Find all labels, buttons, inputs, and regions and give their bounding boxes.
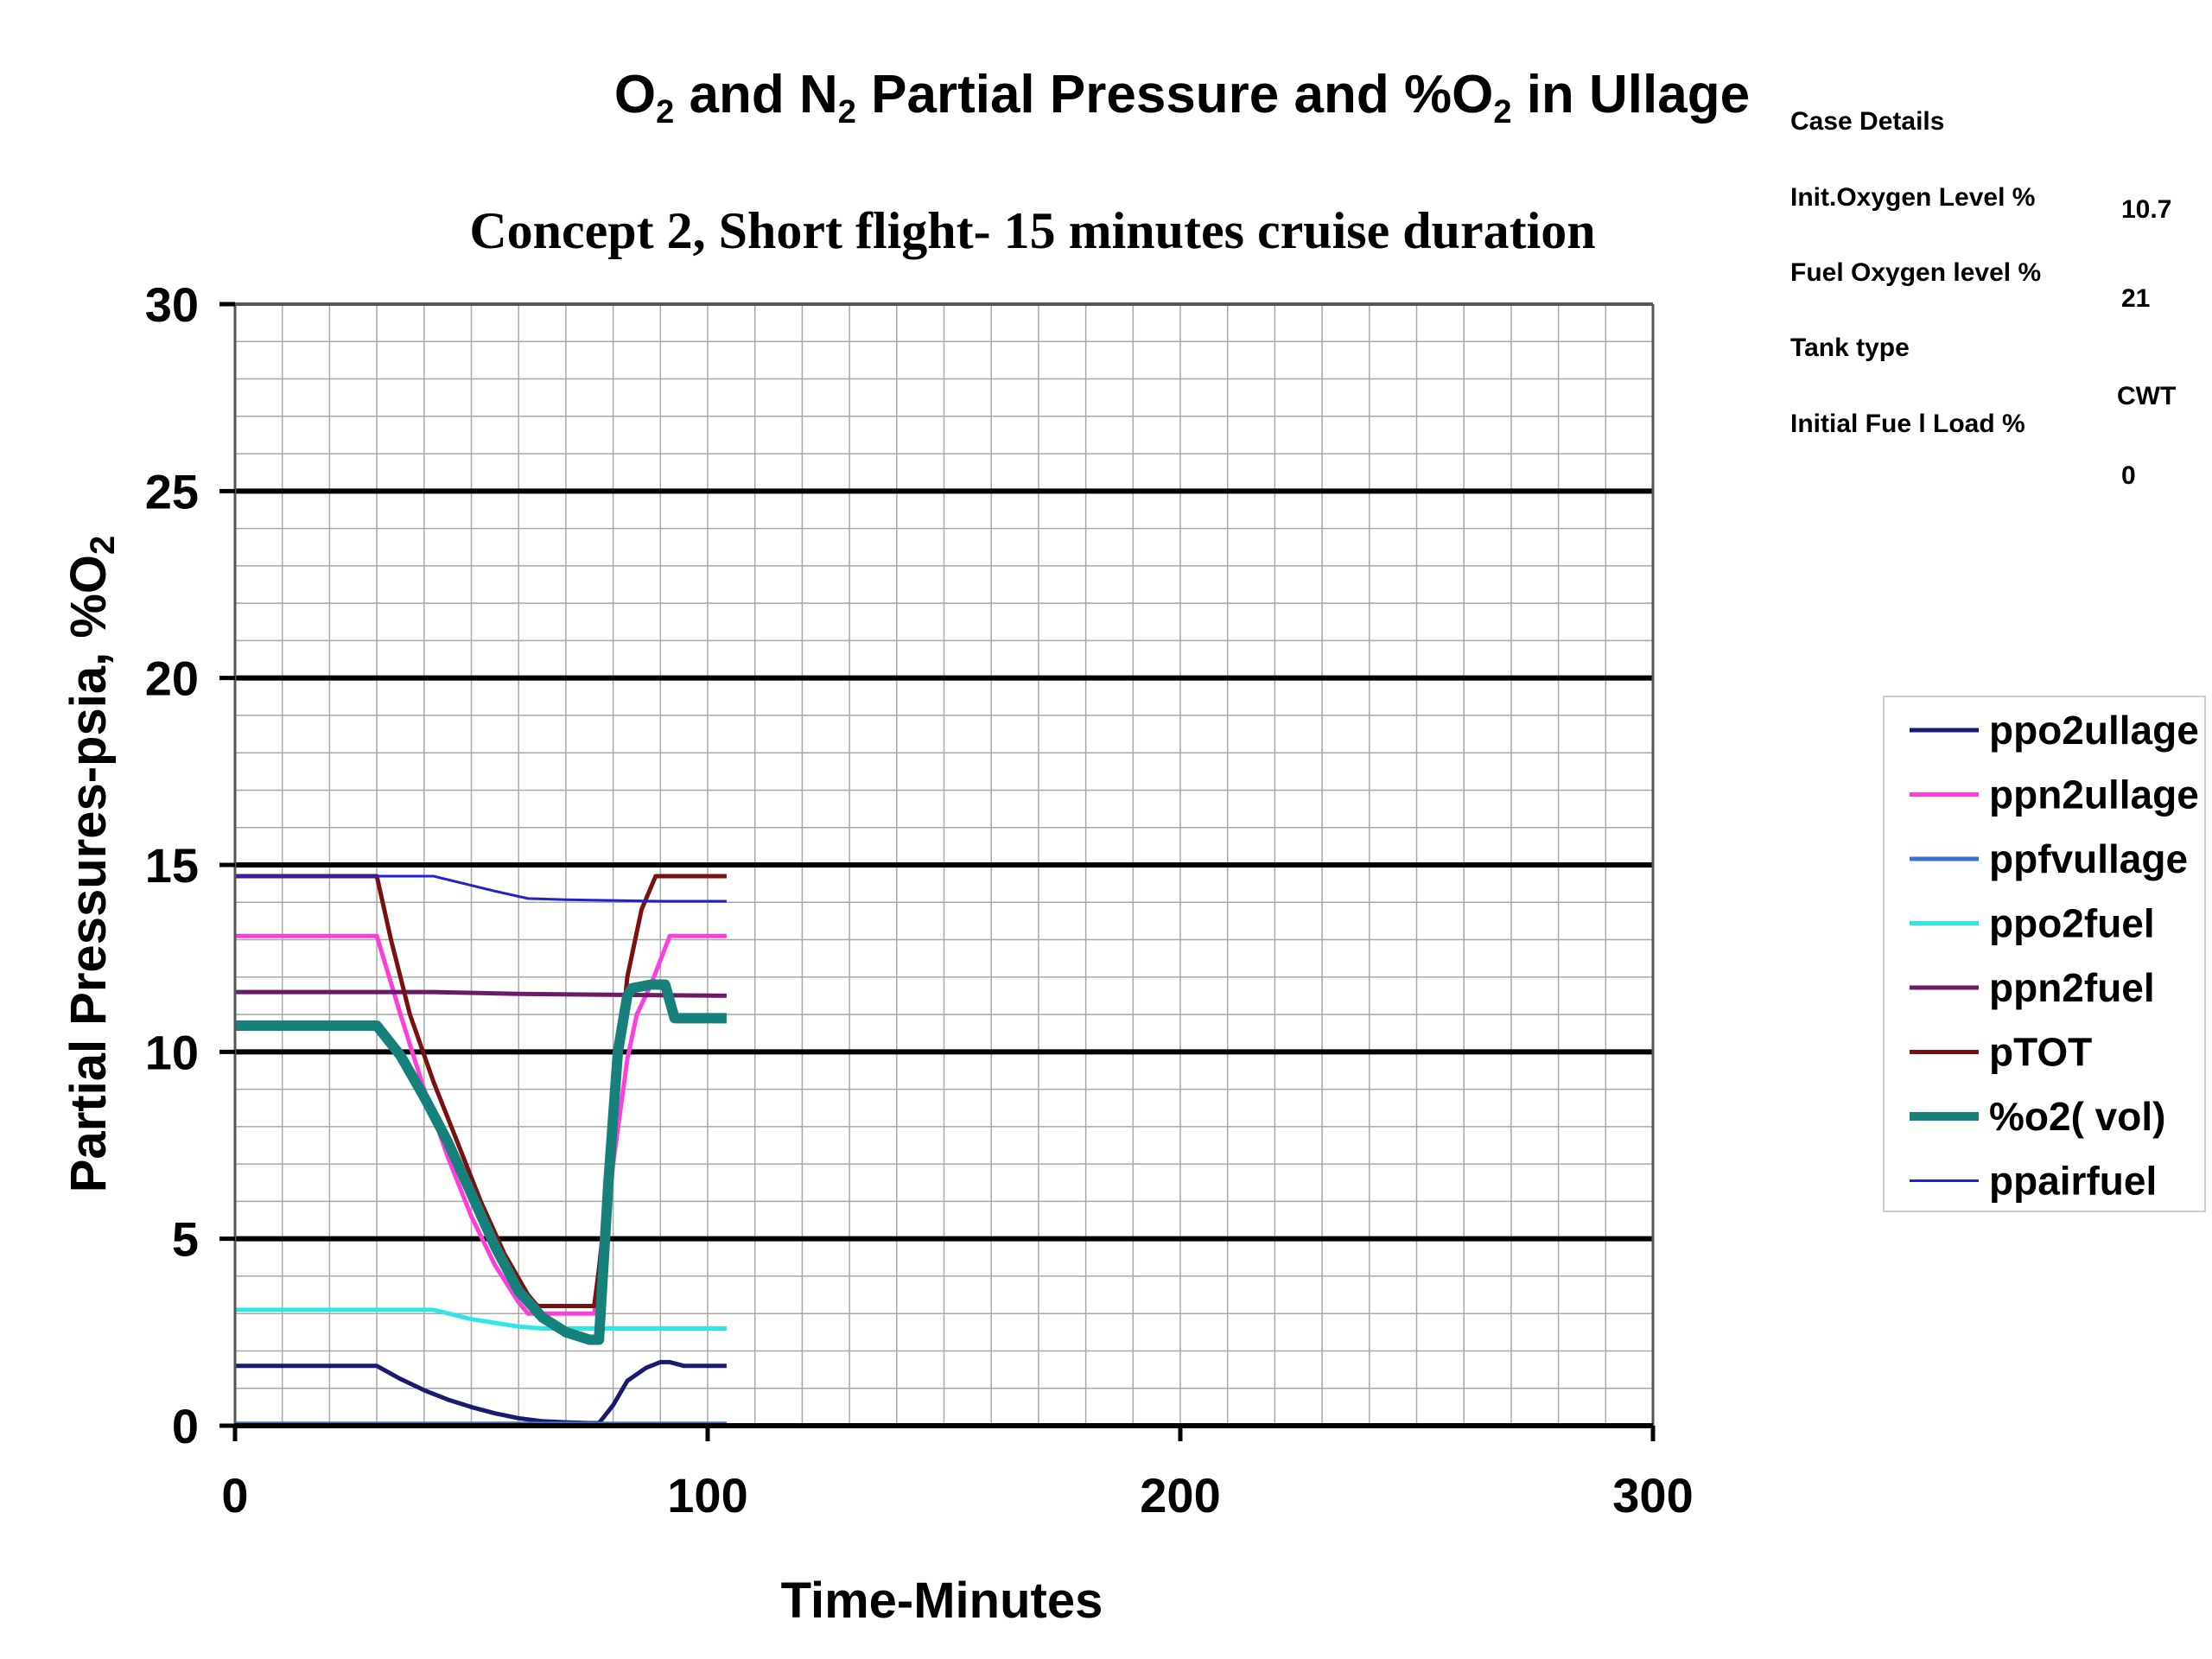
x-axis-label: Time-Minutes — [781, 1573, 1103, 1629]
case-detail-value-tank-type: CWT — [2117, 382, 2176, 410]
series-line-ppn2ullage — [235, 933, 727, 1316]
case-detail-label-init-oxygen: Init.Oxygen Level % — [1790, 183, 2035, 212]
series-line-ptot — [235, 874, 727, 1308]
legend-label: ppn2ullage — [1989, 772, 2199, 817]
y-tick-label: 0 — [172, 1399, 199, 1453]
case-detail-label-fuel-oxygen: Fuel Oxygen level % — [1790, 258, 2041, 287]
series-line-ppn2fuel — [235, 989, 727, 998]
x-tick-label: 0 — [221, 1468, 248, 1522]
case-details-heading: Case Details — [1790, 107, 1944, 136]
legend: ppo2ullage ppn2ullage ppfvullage ppo2fuel pp… — [1883, 696, 2206, 1212]
plot-ticks: 0 100 200 300 0 5 10 15 20 25 30 — [145, 277, 1694, 1522]
legend-label: pTOT — [1989, 1030, 2092, 1075]
legend-label: ppairfuel — [1989, 1159, 2157, 1204]
series-line--o2-vol- — [235, 979, 727, 1345]
x-tick-label: 200 — [1140, 1468, 1220, 1522]
y-tick-label: 25 — [145, 464, 199, 518]
plot-series — [235, 874, 727, 1427]
y-tick-label: 10 — [145, 1025, 199, 1079]
y-tick-label: 5 — [172, 1212, 199, 1267]
series-line-ppo2ullage — [235, 1359, 727, 1426]
case-detail-value-fuel-load: 0 — [2121, 461, 2136, 490]
legend-label: %o2( vol) — [1989, 1094, 2165, 1139]
case-detail-label-fuel-load: Initial Fue l Load % — [1790, 410, 2025, 438]
x-tick-label: 100 — [667, 1468, 747, 1522]
y-tick-label: 20 — [145, 652, 199, 706]
plot-grid — [235, 304, 1653, 1426]
chart-subtitle: Concept 2, Short flight- 15 minutes crui… — [469, 202, 1595, 259]
legend-label: ppo2fuel — [1989, 901, 2155, 946]
case-detail-value-fuel-oxygen: 21 — [2121, 284, 2150, 313]
y-axis-label: Partial Pressures-psia, %O2 — [60, 536, 122, 1193]
legend-label: ppn2fuel — [1989, 965, 2155, 1010]
case-detail-label-tank-type: Tank type — [1790, 334, 1910, 362]
legend-box — [1883, 696, 2206, 1212]
legend-label: ppo2ullage — [1989, 708, 2199, 753]
case-details: Case Details Init.Oxygen Level % 10.7 Fu… — [1790, 107, 2176, 490]
x-tick-label: 300 — [1612, 1468, 1693, 1522]
y-tick-label: 30 — [145, 277, 199, 332]
y-tick-label: 15 — [145, 838, 199, 893]
series-line-ppo2fuel — [235, 1307, 727, 1331]
legend-label: ppfvullage — [1989, 836, 2188, 881]
case-detail-value-init-oxygen: 10.7 — [2121, 195, 2171, 224]
series-line-ppairfuel — [235, 874, 727, 903]
chart-title: O2 and N2 Partial Pressure and %O2 in Ul… — [614, 65, 1750, 130]
